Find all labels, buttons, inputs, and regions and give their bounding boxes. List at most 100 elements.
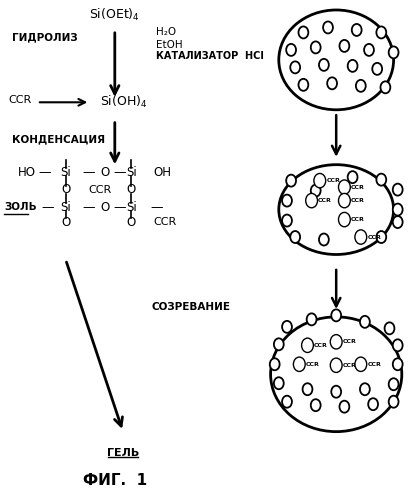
Circle shape [281, 321, 291, 333]
Circle shape [375, 174, 385, 186]
Text: CCR: CCR [342, 363, 356, 368]
Circle shape [359, 316, 369, 328]
Text: O: O [61, 183, 70, 196]
Text: OH: OH [153, 166, 171, 179]
Circle shape [318, 234, 328, 246]
Circle shape [355, 80, 365, 92]
Circle shape [380, 81, 389, 93]
Text: CCR: CCR [8, 95, 31, 105]
Circle shape [330, 358, 341, 372]
Circle shape [310, 41, 320, 53]
Text: CCR: CCR [350, 217, 364, 222]
Circle shape [293, 357, 304, 371]
Text: ГЕЛЬ: ГЕЛЬ [107, 448, 139, 458]
Circle shape [388, 378, 398, 390]
Text: КАТАЛИЗАТОР  HCl: КАТАЛИЗАТОР HCl [155, 51, 263, 61]
Text: EtOH: EtOH [155, 40, 182, 50]
Text: ЗОЛЬ: ЗОЛЬ [4, 202, 37, 212]
Circle shape [310, 399, 320, 411]
Text: КОНДЕНСАЦИЯ: КОНДЕНСАЦИЯ [12, 135, 105, 145]
Text: СОЗРЕВАНИЕ: СОЗРЕВАНИЕ [151, 302, 230, 312]
Circle shape [351, 24, 361, 36]
Circle shape [281, 396, 291, 408]
Circle shape [392, 358, 402, 370]
Text: O: O [126, 216, 135, 229]
Text: CCR: CCR [366, 362, 380, 367]
Circle shape [392, 184, 402, 196]
Circle shape [338, 194, 349, 208]
Circle shape [313, 174, 325, 188]
Text: CCR: CCR [89, 185, 112, 195]
Circle shape [301, 338, 312, 352]
Text: —: — [82, 166, 94, 179]
Circle shape [281, 215, 291, 227]
Circle shape [306, 313, 316, 325]
Circle shape [384, 322, 393, 334]
Text: CCR: CCR [305, 362, 319, 367]
Text: CCR: CCR [350, 185, 364, 190]
Text: Si: Si [60, 166, 71, 179]
Circle shape [367, 398, 377, 410]
Text: —: — [82, 201, 94, 214]
Text: O: O [126, 183, 135, 196]
Text: CCR: CCR [342, 339, 356, 344]
Circle shape [330, 309, 340, 321]
Circle shape [359, 383, 369, 395]
Circle shape [338, 180, 349, 194]
Circle shape [285, 44, 295, 56]
Circle shape [363, 44, 373, 56]
Circle shape [318, 59, 328, 71]
Circle shape [273, 377, 283, 389]
Circle shape [339, 40, 348, 52]
Text: HO: HO [18, 166, 36, 179]
Circle shape [302, 383, 312, 395]
Circle shape [339, 401, 348, 413]
Text: CCR: CCR [317, 198, 331, 203]
Text: ГИДРОЛИЗ: ГИДРОЛИЗ [12, 32, 78, 42]
Circle shape [354, 357, 366, 371]
Text: Si: Si [60, 201, 71, 214]
Text: Si(OH)$_4$: Si(OH)$_4$ [100, 94, 148, 110]
Circle shape [347, 171, 357, 183]
Circle shape [388, 396, 398, 408]
Text: Si: Si [126, 201, 136, 214]
Circle shape [330, 335, 341, 349]
Circle shape [322, 21, 332, 33]
Circle shape [310, 185, 320, 197]
Text: —: — [41, 201, 53, 214]
Circle shape [290, 61, 299, 73]
Text: Si: Si [126, 166, 136, 179]
Text: —: — [38, 166, 50, 179]
Text: Si(OEt)$_4$: Si(OEt)$_4$ [89, 7, 140, 23]
Circle shape [375, 231, 385, 243]
Circle shape [392, 216, 402, 228]
Text: O: O [100, 166, 109, 179]
Circle shape [330, 386, 340, 398]
Circle shape [269, 358, 279, 370]
Text: O: O [100, 201, 109, 214]
Text: CCR: CCR [153, 217, 177, 227]
Text: CCR: CCR [326, 178, 339, 183]
Text: —: — [113, 166, 126, 179]
Circle shape [326, 77, 336, 89]
Text: H₂O: H₂O [155, 27, 175, 37]
Circle shape [392, 339, 402, 351]
Text: CCR: CCR [350, 198, 364, 203]
Circle shape [298, 26, 308, 38]
Circle shape [285, 175, 295, 187]
Circle shape [375, 26, 385, 38]
Circle shape [273, 338, 283, 350]
Circle shape [347, 60, 357, 72]
Text: —: — [151, 201, 163, 214]
Circle shape [298, 79, 308, 91]
Circle shape [354, 230, 366, 244]
Text: O: O [61, 216, 70, 229]
Circle shape [371, 63, 381, 75]
Circle shape [392, 204, 402, 216]
Text: ФИГ.  1: ФИГ. 1 [83, 473, 146, 488]
Circle shape [338, 213, 349, 227]
Circle shape [388, 46, 398, 58]
Text: CCR: CCR [366, 235, 380, 240]
Text: CCR: CCR [313, 343, 327, 348]
Text: —: — [113, 201, 126, 214]
